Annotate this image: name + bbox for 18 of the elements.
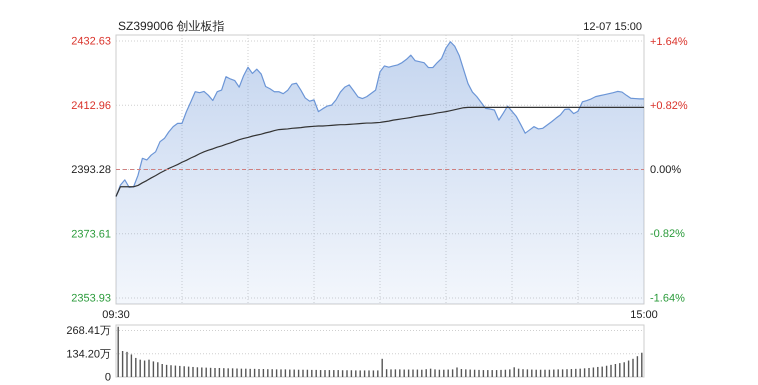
chart-title: SZ399006 创业板指 <box>118 19 225 33</box>
y-tick-label: 0 <box>104 372 111 384</box>
y-tick-label: 2393.28 <box>71 164 111 176</box>
y-tick-label: 2373.61 <box>71 228 111 240</box>
y-tick-label: 2412.96 <box>71 100 111 112</box>
x-tick-label: 15:00 <box>630 308 658 321</box>
y2-tick-label: -0.82% <box>650 228 686 240</box>
y2-tick-label: -1.64% <box>650 292 686 304</box>
y-tick-label: 2432.63 <box>71 36 111 48</box>
y-tick-label: 2353.93 <box>71 292 111 305</box>
y-tick-label: 268.41万 <box>66 324 111 337</box>
line-series <box>115 106 645 198</box>
text: 12-07 15:00 <box>583 21 642 33</box>
y2-tick-label: 0.00% <box>650 164 682 176</box>
y-tick-label: 134.20万 <box>66 348 111 360</box>
y2-tick-label: +0.82% <box>650 100 688 112</box>
y2-tick-label: +1.64% <box>650 36 688 48</box>
x-tick-label: 09:30 <box>102 308 130 321</box>
